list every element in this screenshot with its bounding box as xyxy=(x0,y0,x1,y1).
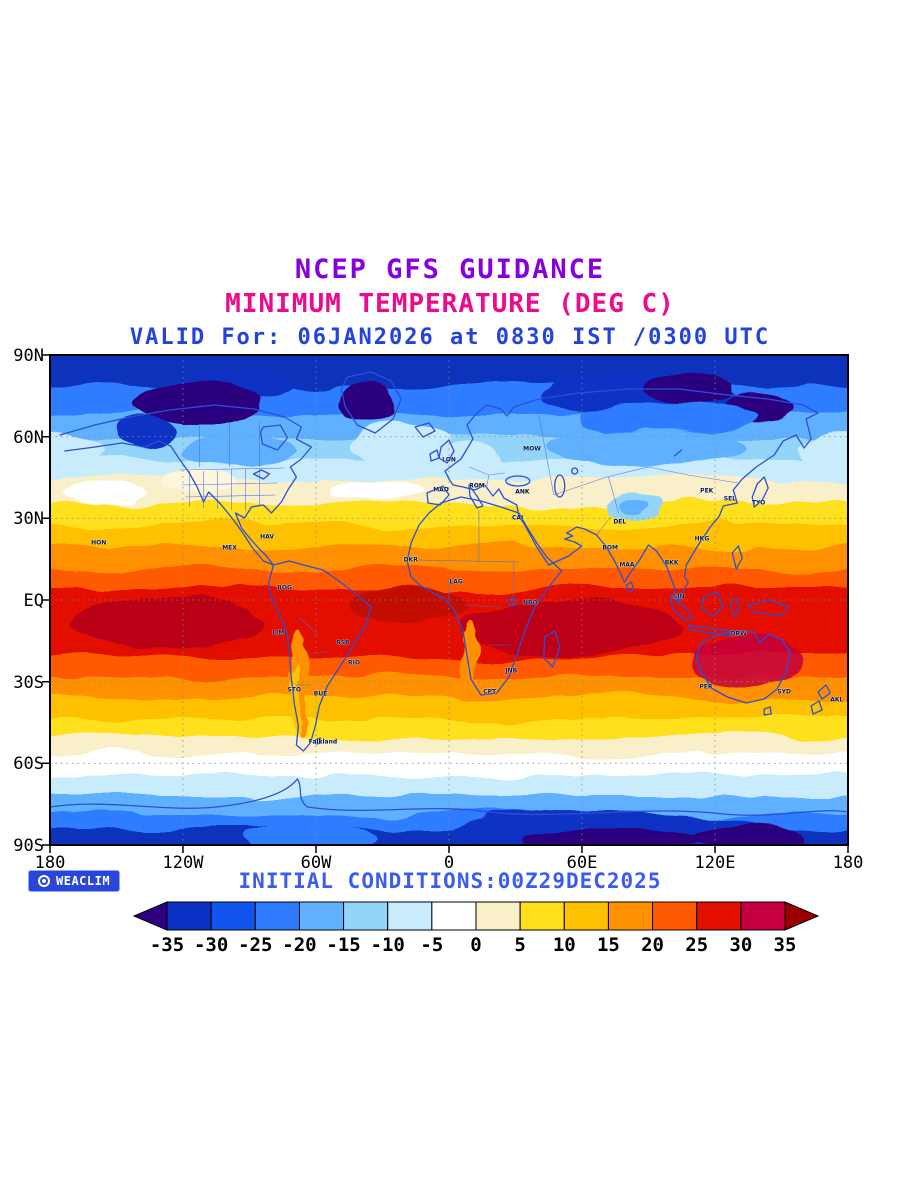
colorbar-tick-label: 35 xyxy=(773,934,797,956)
colorbar-tick-label: -35 xyxy=(149,934,185,956)
station-label: SEL xyxy=(723,495,737,503)
lat-label: 30S xyxy=(13,672,44,693)
colorbar-tick-label: 25 xyxy=(685,934,709,956)
colorbar-tick-label: 5 xyxy=(514,934,526,956)
colorbar-tick-label: -5 xyxy=(420,934,444,956)
weaclim-logo-text: WEACLIM xyxy=(56,874,111,888)
colorbar-tick-label: -30 xyxy=(193,934,229,956)
station-label: HON xyxy=(91,539,107,547)
station-label: BSB xyxy=(336,639,350,647)
colorbar-tick-label: 20 xyxy=(641,934,665,956)
country-borders xyxy=(179,414,739,686)
lon-label: 120E xyxy=(694,853,736,873)
station-label: AKL xyxy=(830,696,844,704)
weaclim-logo: WEACLIM xyxy=(28,870,121,892)
colorbar-tick-label: -15 xyxy=(326,934,361,956)
lon-label: 180 xyxy=(34,853,66,873)
station-label: PEK xyxy=(700,487,714,495)
colorbar-scale xyxy=(132,901,820,931)
station-label: DKR xyxy=(403,556,418,564)
station-label: Falkland xyxy=(308,738,338,746)
station-label: LON xyxy=(442,456,456,464)
station-label: BOM xyxy=(602,544,619,552)
station-label: DRW xyxy=(730,630,747,638)
colorbar-tick-label: -20 xyxy=(282,934,317,956)
station-label: SYD xyxy=(777,688,791,696)
title-parameter: MINIMUM TEMPERATURE (DEG C) xyxy=(225,289,675,319)
station-label: STO xyxy=(287,686,301,694)
lon-label: 60W xyxy=(300,853,332,873)
station-label: TYO xyxy=(751,499,766,507)
colorbar-tick-label: -10 xyxy=(370,934,405,956)
station-label: BUE xyxy=(313,690,328,698)
station-label: MEX xyxy=(222,544,237,552)
colorbar-tick-label: 30 xyxy=(729,934,753,956)
title-valid-time: VALID For: 06JAN2026 at 0830 IST /0300 U… xyxy=(129,325,771,350)
station-label: RIO xyxy=(348,659,361,667)
colorbar-tick-label: -25 xyxy=(238,934,273,956)
cyclone-icon xyxy=(38,875,50,887)
station-label: NBO xyxy=(523,599,538,607)
station-label: JNB xyxy=(505,667,518,675)
lon-label: 0 xyxy=(443,853,455,873)
station-label: MOW xyxy=(523,445,541,453)
lat-label: 90S xyxy=(13,836,44,856)
lon-label: 120W xyxy=(162,853,204,873)
station-label: ANK xyxy=(515,488,530,496)
station-label: MAA xyxy=(619,561,635,569)
station-label: CAI xyxy=(511,514,524,522)
title-model: NCEP GFS GUIDANCE xyxy=(294,254,606,285)
lon-label: 180 xyxy=(832,853,864,873)
station-label: PER xyxy=(699,683,713,691)
lat-label: EQ xyxy=(23,591,44,611)
colorbar-tick-label: 0 xyxy=(470,934,482,956)
colorbar-tick-label: 10 xyxy=(552,934,576,956)
colorbar-tick-label: 15 xyxy=(596,934,620,956)
lat-label: 60S xyxy=(13,754,44,775)
station-label: LIM xyxy=(272,629,285,637)
coastlines xyxy=(50,371,848,816)
station-label: BKK xyxy=(664,559,679,567)
map-frame xyxy=(49,354,849,846)
station-label: HAV xyxy=(260,533,274,541)
temperature-colorbar: -35 -30 -25 -20 -15 -10 -5 0 5 10 15 20 25 30 35 xyxy=(131,901,821,963)
lon-label: 60E xyxy=(566,853,598,873)
colorbar-tick-labels: -35 -30 -25 -20 -15 -10 -5 0 5 10 15 20 25 30 35 xyxy=(131,934,821,960)
map-plot-area: 90N 60N 30N EQ 30S 60S 90S 180 120W 60W 0 60E 120E 18… xyxy=(13,346,863,873)
station-label: MAD xyxy=(433,486,449,494)
lat-label: 30N xyxy=(13,509,44,530)
station-label: HKG xyxy=(694,535,710,543)
lat-label: 90N xyxy=(13,346,44,366)
station-label: LAG xyxy=(449,578,463,586)
temperature-field xyxy=(50,355,848,845)
station-label: SIN xyxy=(673,593,685,601)
initial-conditions-text: INITIAL CONDITIONS:00Z29DEC2025 xyxy=(238,869,662,893)
station-label: BOG xyxy=(277,584,292,592)
station-label: ROM xyxy=(469,482,485,490)
station-label: DEL xyxy=(613,518,627,526)
lat-label: 60N xyxy=(13,427,44,448)
axis-ticks xyxy=(42,354,849,853)
world-temperature-map xyxy=(42,354,849,853)
station-label: CPT xyxy=(483,688,497,696)
graticule-gridlines xyxy=(50,355,848,845)
